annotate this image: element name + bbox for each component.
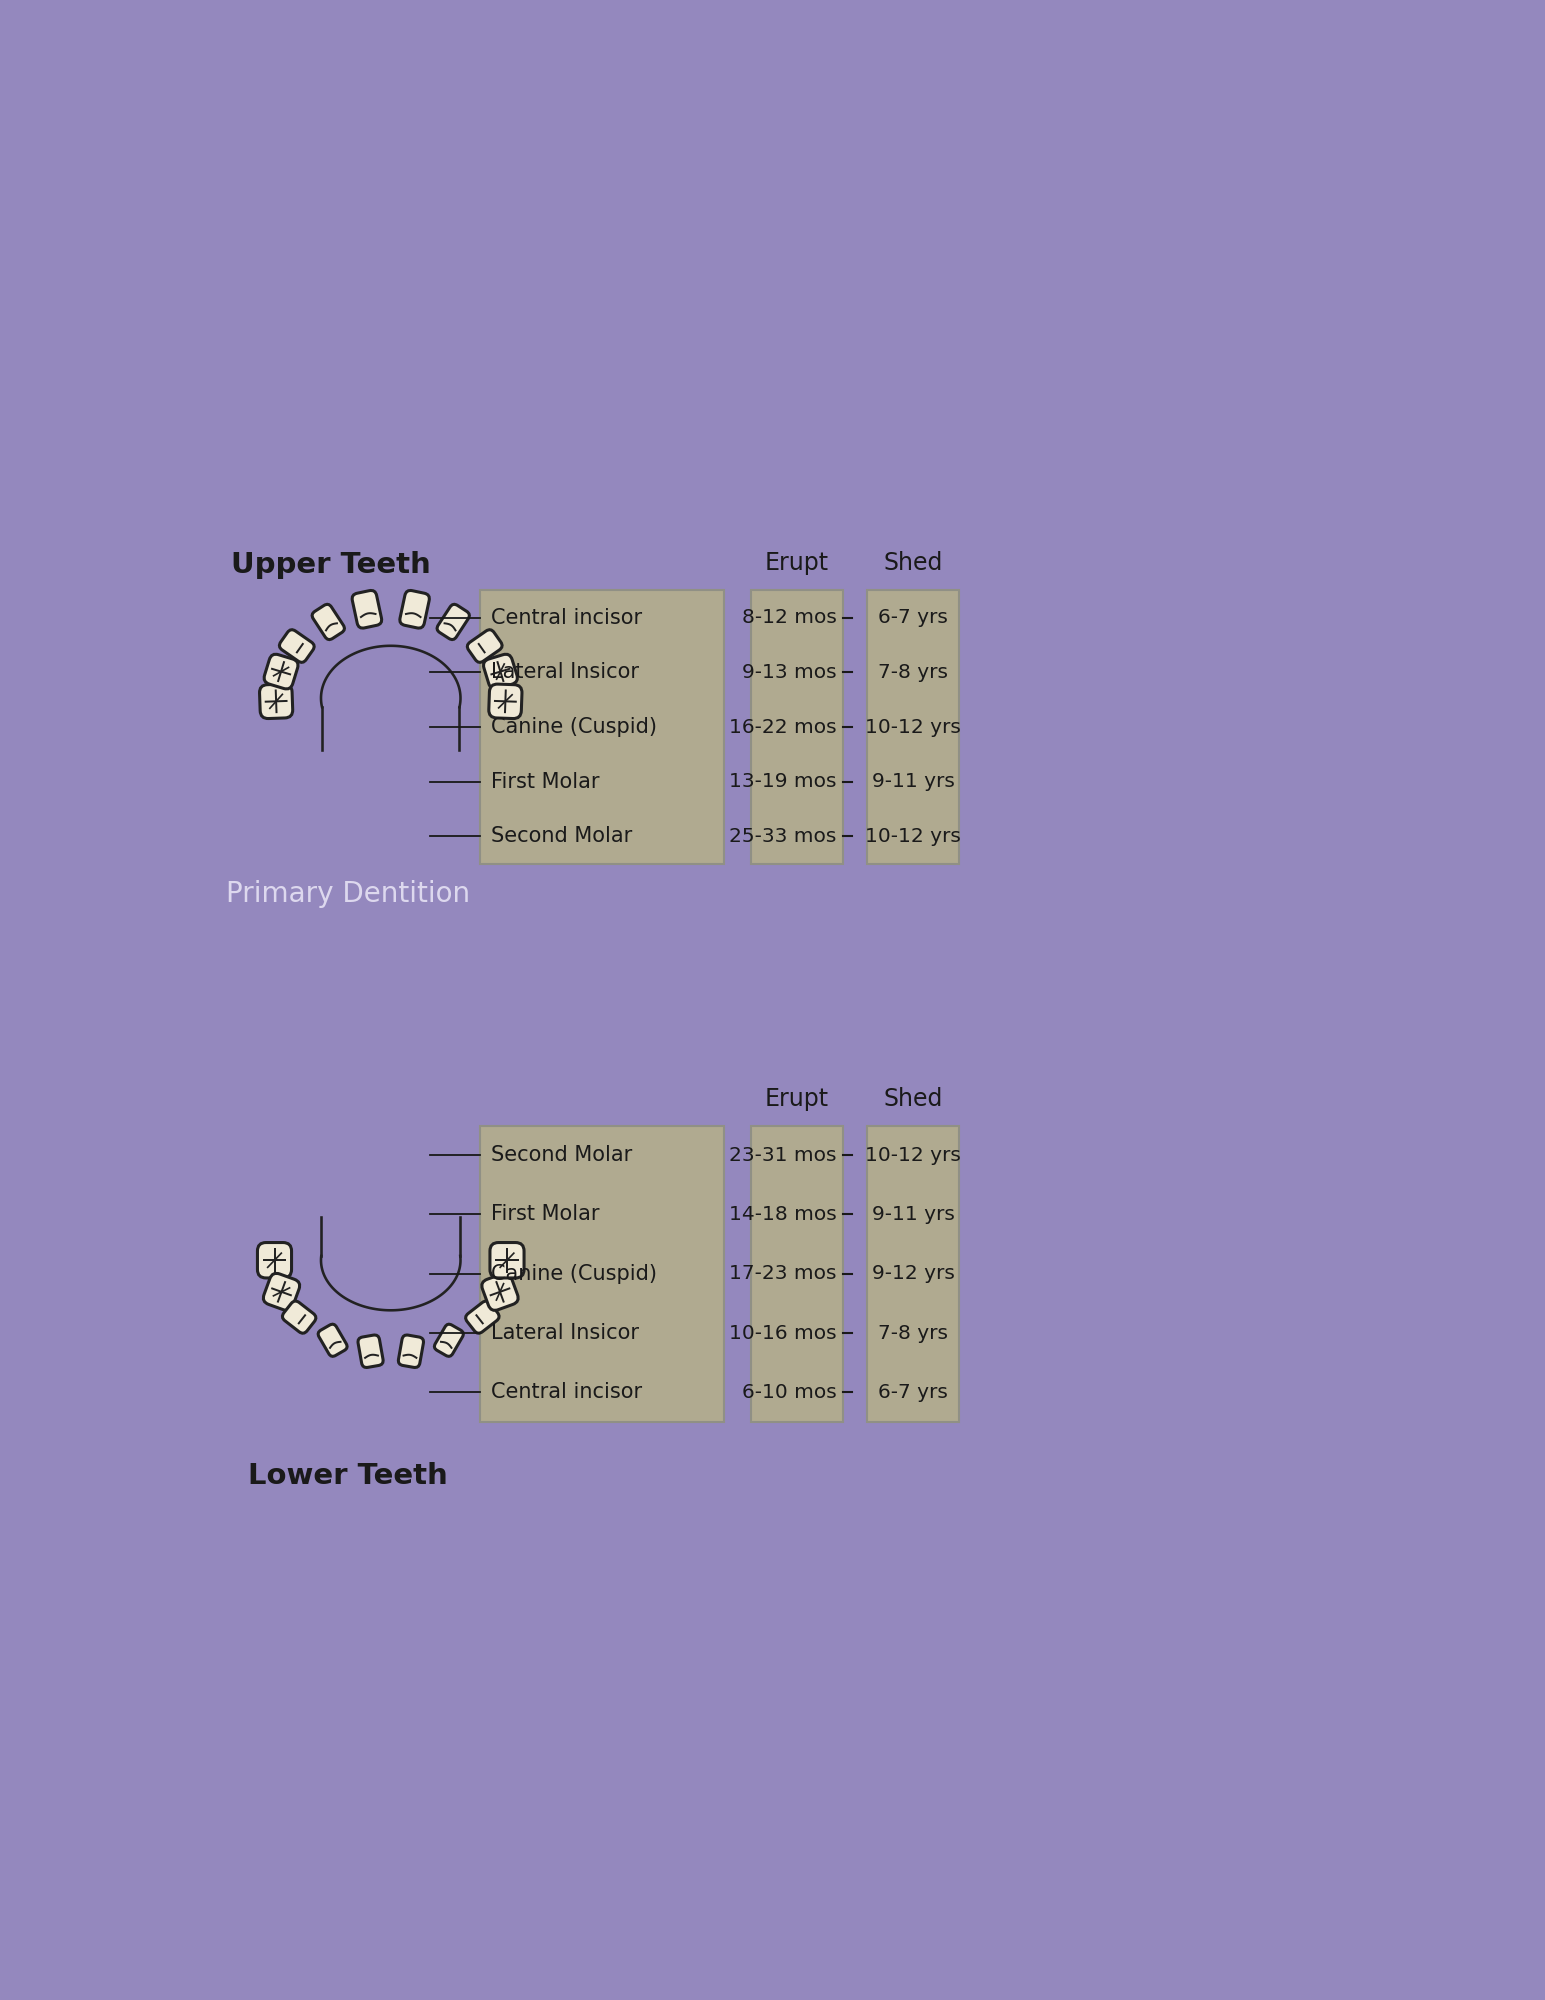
FancyBboxPatch shape (264, 654, 298, 688)
Text: 10-12 yrs: 10-12 yrs (865, 718, 961, 736)
Text: 7-8 yrs: 7-8 yrs (878, 1324, 949, 1342)
Text: 9-13 mos: 9-13 mos (742, 662, 836, 682)
FancyBboxPatch shape (260, 684, 292, 718)
Text: 10-12 yrs: 10-12 yrs (865, 826, 961, 846)
Text: 6-10 mos: 6-10 mos (742, 1382, 836, 1402)
Text: First Molar: First Molar (491, 772, 599, 792)
Text: 9-12 yrs: 9-12 yrs (871, 1264, 955, 1284)
Text: 10-16 mos: 10-16 mos (729, 1324, 836, 1342)
FancyBboxPatch shape (490, 1242, 524, 1278)
Text: Erupt: Erupt (765, 1086, 830, 1110)
Text: Second Molar: Second Molar (491, 1146, 632, 1166)
Text: 6-7 yrs: 6-7 yrs (878, 608, 949, 628)
FancyBboxPatch shape (352, 590, 382, 628)
Text: 13-19 mos: 13-19 mos (729, 772, 836, 792)
FancyBboxPatch shape (482, 1274, 518, 1310)
Text: 9-11 yrs: 9-11 yrs (871, 1204, 955, 1224)
Text: 17-23 mos: 17-23 mos (729, 1264, 836, 1284)
FancyBboxPatch shape (400, 590, 430, 628)
FancyBboxPatch shape (434, 1324, 464, 1356)
Text: 23-31 mos: 23-31 mos (729, 1146, 836, 1164)
Text: Erupt: Erupt (765, 552, 830, 576)
Text: Lower Teeth: Lower Teeth (249, 1462, 448, 1490)
Text: 6-7 yrs: 6-7 yrs (878, 1382, 949, 1402)
Text: 9-11 yrs: 9-11 yrs (871, 772, 955, 792)
FancyBboxPatch shape (399, 1336, 423, 1368)
Text: 14-18 mos: 14-18 mos (729, 1204, 836, 1224)
Bar (480, 1126, 725, 1422)
Text: Shed: Shed (884, 552, 942, 576)
FancyBboxPatch shape (484, 654, 518, 688)
Text: 10-12 yrs: 10-12 yrs (865, 1146, 961, 1164)
FancyBboxPatch shape (437, 604, 470, 640)
Text: Shed: Shed (884, 1086, 942, 1110)
Text: First Molar: First Molar (491, 1204, 599, 1224)
FancyBboxPatch shape (283, 1302, 315, 1334)
Text: Lateral Insicor: Lateral Insicor (491, 1324, 638, 1344)
Text: Primary Dentition: Primary Dentition (226, 880, 470, 908)
Text: Second Molar: Second Molar (491, 826, 632, 846)
Text: 25-33 mos: 25-33 mos (729, 826, 836, 846)
FancyBboxPatch shape (358, 1336, 383, 1368)
Bar (751, 1126, 842, 1422)
Text: Upper Teeth: Upper Teeth (232, 550, 431, 578)
Text: 16-22 mos: 16-22 mos (729, 718, 836, 736)
Text: Central incisor: Central incisor (491, 1382, 641, 1402)
Text: 8-12 mos: 8-12 mos (742, 608, 836, 628)
FancyBboxPatch shape (467, 630, 502, 662)
Bar (480, 590, 725, 864)
Text: Canine (Cuspid): Canine (Cuspid) (491, 718, 657, 738)
FancyBboxPatch shape (465, 1302, 499, 1334)
Text: Canine (Cuspid): Canine (Cuspid) (491, 1264, 657, 1284)
FancyBboxPatch shape (263, 1274, 300, 1310)
Bar (867, 1126, 959, 1422)
FancyBboxPatch shape (488, 684, 522, 718)
Bar (867, 590, 959, 864)
FancyBboxPatch shape (312, 604, 345, 640)
Text: Central incisor: Central incisor (491, 608, 641, 628)
Bar (751, 590, 842, 864)
FancyBboxPatch shape (318, 1324, 348, 1356)
Text: 7-8 yrs: 7-8 yrs (878, 662, 949, 682)
FancyBboxPatch shape (258, 1242, 292, 1278)
Text: Lateral Insicor: Lateral Insicor (491, 662, 638, 682)
FancyBboxPatch shape (280, 630, 314, 662)
